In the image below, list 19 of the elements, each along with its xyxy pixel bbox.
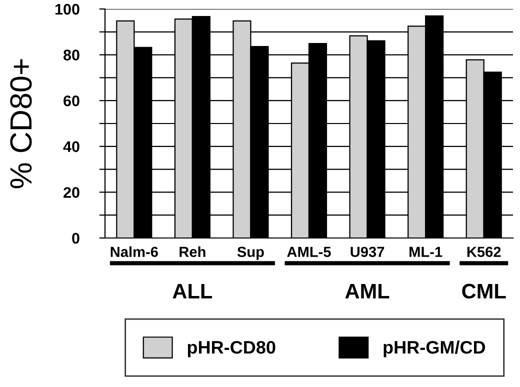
text: ALL xyxy=(172,284,212,298)
x-tick-label: Reh xyxy=(180,246,206,258)
x-tick-label: AML-5 xyxy=(287,246,331,258)
x-tick-label: U937 xyxy=(350,246,384,258)
x-tick-label: K562 xyxy=(467,246,501,258)
x-tick-label: ML-1 xyxy=(410,246,442,257)
y-tick-label: 60 xyxy=(64,95,80,106)
y-tick-label: 40 xyxy=(63,141,80,152)
y-tick-label: 20 xyxy=(64,187,80,198)
legend-label: pHR-GM/CD xyxy=(384,340,486,358)
y-tick-label: 100 xyxy=(55,4,80,15)
y-axis-title: % CD80+ xyxy=(10,59,32,188)
legend-label: pHR-CD80 xyxy=(188,340,276,358)
y-tick-label: 80 xyxy=(63,50,80,60)
text: AML xyxy=(345,284,390,298)
x-tick-label: Nalm-6 xyxy=(110,246,158,258)
y-tick-label: 0 xyxy=(72,232,80,244)
x-tick-label: Sup xyxy=(237,246,264,260)
text: CML xyxy=(462,284,506,299)
